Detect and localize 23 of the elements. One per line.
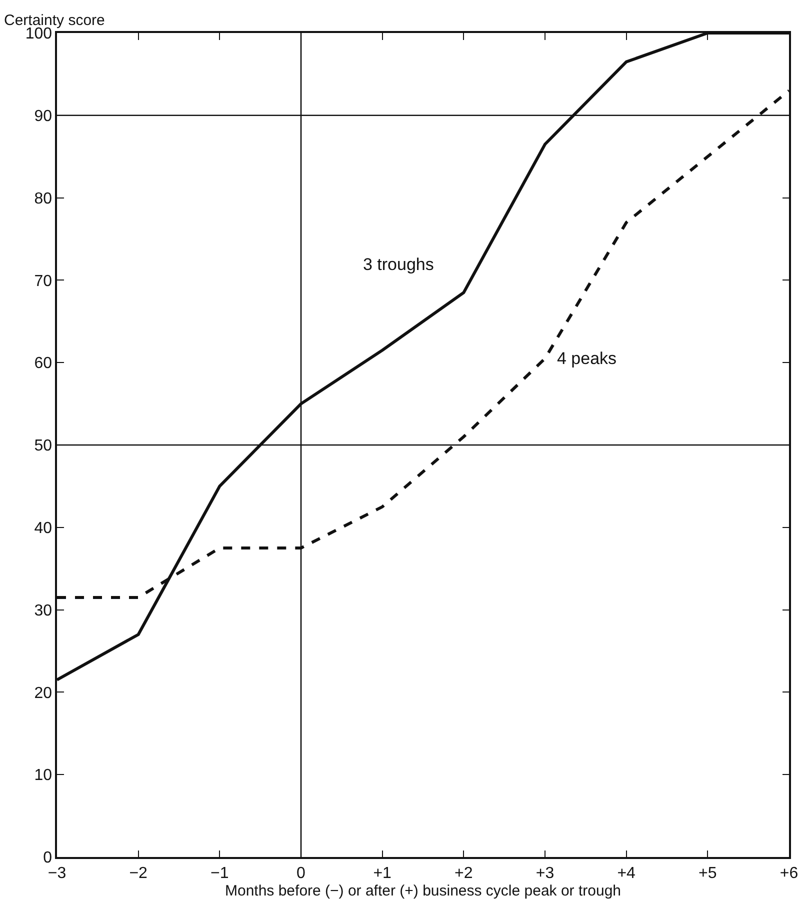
- x-axis-title: Months before (−) or after (+) business cycle peak or trough: [224, 882, 622, 900]
- y-tick-label: 50: [34, 438, 52, 455]
- y-tick-label: 40: [34, 520, 52, 537]
- y-tick-label: 0: [43, 850, 52, 867]
- y-tick-label: 60: [34, 355, 52, 372]
- x-tick-label: +2: [454, 864, 473, 882]
- series-label: 4 peaks: [557, 349, 617, 368]
- x-tick-label: −1: [210, 864, 229, 882]
- series-label: 3 troughs: [363, 255, 434, 274]
- y-tick-label: 10: [34, 767, 52, 784]
- x-tick-label: +4: [617, 864, 636, 882]
- x-tick-label: +1: [373, 864, 392, 882]
- x-tick-label: −3: [48, 864, 66, 882]
- x-tick-label: 0: [296, 864, 306, 882]
- x-tick-label: +5: [698, 864, 717, 882]
- y-tick-label: 30: [34, 602, 52, 620]
- y-tick-label: 20: [34, 684, 52, 702]
- y-tick-label: 80: [34, 190, 52, 208]
- x-tick-label: −2: [129, 864, 148, 882]
- y-tick-label: 90: [34, 108, 52, 125]
- x-tick-label: +3: [536, 864, 554, 882]
- x-tick-label: +6: [780, 864, 798, 882]
- y-tick-label: 70: [34, 272, 52, 290]
